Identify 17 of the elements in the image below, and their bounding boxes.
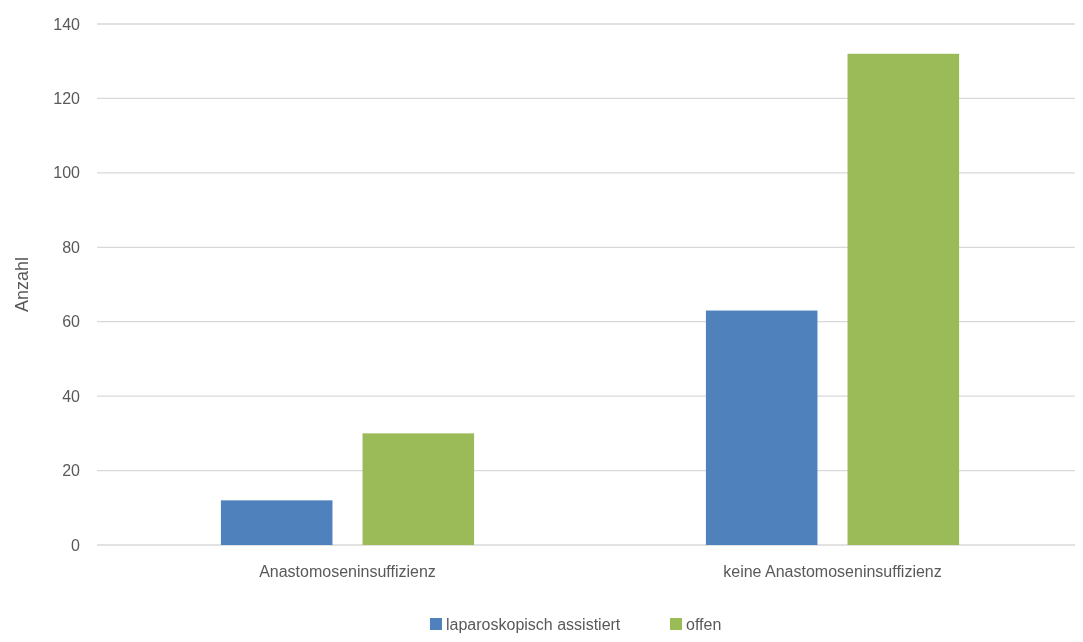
y-axis-title: Anzahl [12,256,32,313]
y-tick-label: 40 [62,387,81,405]
x-tick-label: Anastomoseninsuffizienz [259,563,436,580]
y-tick-label: 20 [62,462,81,480]
y-tick-label: 140 [53,15,81,33]
y-tick-label: 100 [53,164,81,182]
bar [705,310,818,545]
y-tick-label: 0 [71,536,81,554]
legend-label: offen [686,615,722,633]
bar [362,433,475,545]
bar [847,53,960,545]
y-tick-label: 60 [62,313,81,331]
x-tick-label: keine Anastomoseninsuffizienz [723,563,942,580]
y-tick-label: 120 [53,90,81,108]
y-tick-label: 80 [62,238,81,256]
bar [220,500,333,545]
legend-label: laparoskopisch assistiert [446,615,621,633]
